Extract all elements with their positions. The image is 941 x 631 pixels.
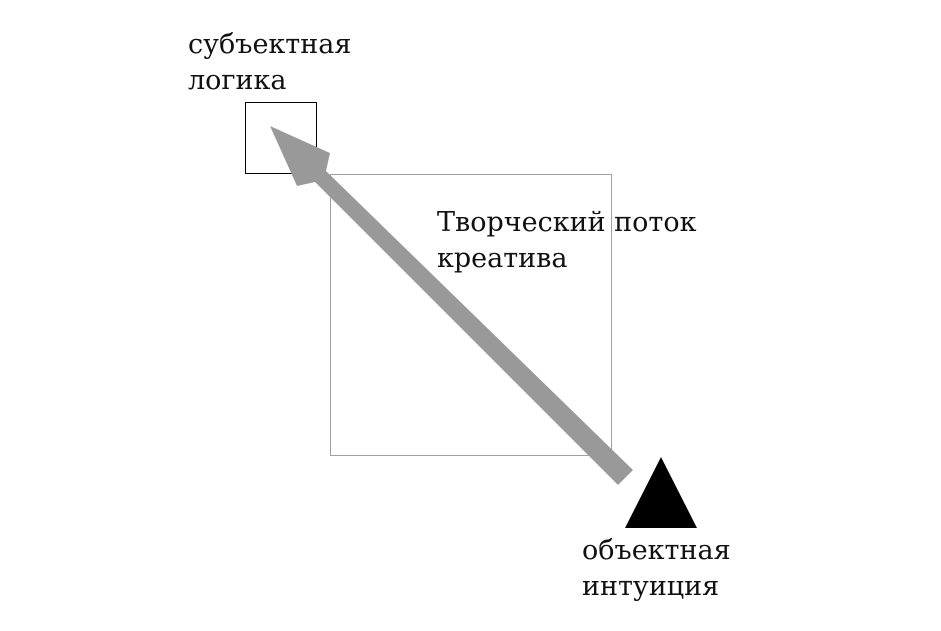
object-intuition-label: объектная интуиция (582, 533, 731, 605)
subject-logic-label-line2: логика (188, 65, 287, 96)
object-intuition-triangle (625, 457, 697, 528)
creative-flow-label-line2: креатива (437, 243, 568, 274)
creative-flow-label: Творческий поток креатива (437, 205, 696, 277)
subject-logic-label: субъектная логика (188, 27, 351, 99)
subject-logic-label-line1: субъектная (188, 29, 352, 60)
creative-flow-label-line1: Творческий поток (437, 207, 697, 238)
subject-logic-box (245, 102, 317, 174)
object-intuition-label-line1: объектная (582, 535, 731, 566)
creative-space-box (330, 174, 612, 456)
creative-flow-arrow (270, 126, 633, 485)
object-intuition-label-line2: интуиция (582, 571, 720, 602)
